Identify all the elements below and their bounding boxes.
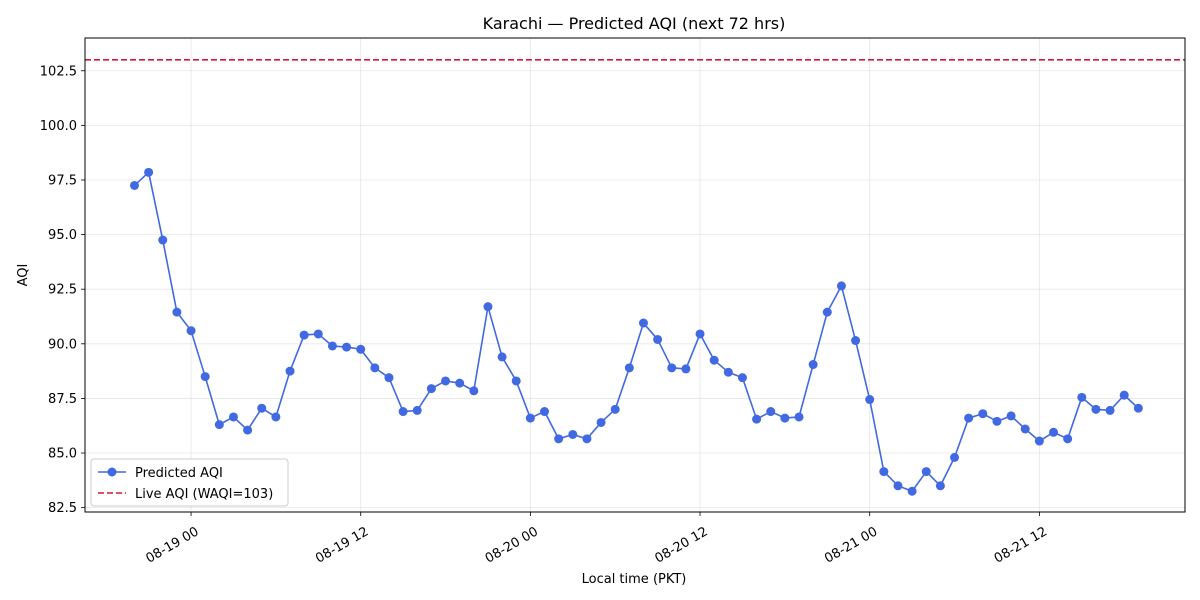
predicted-aqi-point — [342, 342, 352, 352]
predicted-aqi-point — [851, 336, 861, 346]
predicted-aqi-point — [1119, 390, 1129, 400]
predicted-aqi-point — [1020, 424, 1030, 434]
predicted-aqi-point — [638, 318, 648, 328]
predicted-aqi-point — [129, 180, 139, 190]
y-tick-label: 95.0 — [48, 228, 77, 243]
predicted-aqi-point — [172, 307, 182, 317]
predicted-aqi-point — [469, 386, 479, 396]
predicted-aqi-point — [214, 420, 224, 430]
y-tick-label: 90.0 — [48, 337, 77, 352]
predicted-aqi-point — [554, 434, 564, 444]
predicted-aqi-point — [935, 481, 945, 491]
predicted-aqi-point — [582, 434, 592, 444]
predicted-aqi-point — [243, 425, 253, 435]
legend-predicted-label: Predicted AQI — [135, 466, 223, 481]
predicted-aqi-point — [992, 416, 1002, 426]
predicted-aqi-point — [822, 307, 832, 317]
predicted-aqi-point — [356, 344, 366, 354]
predicted-aqi-point — [540, 407, 550, 417]
predicted-aqi-point — [483, 302, 493, 312]
predicted-aqi-point — [596, 417, 606, 427]
y-tick-label: 97.5 — [48, 173, 77, 188]
grid — [85, 38, 1185, 512]
predicted-aqi-point — [978, 409, 988, 419]
predicted-aqi-point — [893, 481, 903, 491]
predicted-aqi-point — [1006, 411, 1016, 421]
predicted-aqi-point — [766, 407, 776, 417]
predicted-aqi-point — [667, 363, 677, 373]
predicted-aqi-point — [780, 413, 790, 423]
legend-live-label: Live AQI (WAQI=103) — [135, 487, 273, 502]
predicted-aqi-point — [1105, 405, 1115, 415]
predicted-aqi-point — [1049, 427, 1059, 437]
predicted-aqi-point — [158, 235, 168, 245]
plot-frame — [84, 37, 1186, 513]
legend-predicted-marker — [107, 467, 117, 477]
predicted-aqi-point — [299, 330, 309, 340]
predicted-aqi-point — [228, 412, 238, 422]
predicted-aqi-point — [879, 467, 889, 477]
predicted-aqi-point — [950, 452, 960, 462]
y-axis-label: AQI — [16, 264, 31, 287]
y-tick-label: 100.0 — [40, 119, 77, 134]
chart-title: Karachi — Predicted AQI (next 72 hrs) — [483, 14, 786, 33]
predicted-aqi-point — [525, 413, 535, 423]
predicted-aqi-point — [200, 372, 210, 382]
predicted-aqi-point — [794, 412, 804, 422]
predicted-aqi-point — [441, 376, 451, 386]
predicted-aqi-point — [737, 373, 747, 383]
predicted-aqi-point — [455, 378, 465, 388]
predicted-aqi-point — [398, 407, 408, 417]
predicted-aqi-point — [285, 366, 295, 376]
predicted-aqi-point — [921, 467, 931, 477]
predicted-aqi-point — [752, 414, 762, 424]
predicted-aqi-point — [426, 384, 436, 394]
predicted-aqi-point — [370, 363, 380, 373]
predicted-aqi-point — [808, 360, 818, 370]
predicted-aqi-point — [186, 326, 196, 336]
predicted-aqi-point — [836, 281, 846, 291]
predicted-aqi-point — [624, 363, 634, 373]
predicted-aqi-point — [144, 167, 154, 177]
y-axis-ticks: 82.5 85.0 87.5 90.0 92.5 95.0 97.5 100.0 102.5 — [40, 64, 85, 516]
y-tick-label: 87.5 — [48, 392, 77, 407]
predicted-aqi-series — [129, 167, 1143, 496]
predicted-aqi-point — [695, 329, 705, 339]
predicted-aqi-point — [1091, 404, 1101, 414]
predicted-aqi-point — [497, 352, 507, 362]
predicted-aqi-point — [964, 413, 974, 423]
predicted-aqi-point — [271, 412, 281, 422]
predicted-aqi-point — [1077, 392, 1087, 402]
predicted-aqi-point — [709, 355, 719, 365]
predicted-aqi-point — [681, 364, 691, 374]
predicted-aqi-point — [384, 373, 394, 383]
predicted-aqi-point — [653, 334, 663, 344]
predicted-aqi-point — [313, 329, 323, 339]
predicted-aqi-point — [511, 376, 521, 386]
y-tick-label: 92.5 — [48, 283, 77, 298]
legend: Predicted AQI Live AQI (WAQI=103) — [90, 458, 289, 507]
predicted-aqi-point — [412, 405, 422, 415]
predicted-aqi-point — [723, 367, 733, 377]
predicted-aqi-point — [610, 404, 620, 414]
predicted-aqi-point — [327, 341, 337, 351]
predicted-aqi-point — [1133, 403, 1143, 413]
predicted-aqi-point — [1063, 434, 1073, 444]
predicted-aqi-point — [1034, 436, 1044, 446]
y-tick-label: 102.5 — [40, 64, 77, 79]
predicted-aqi-point — [568, 429, 578, 439]
x-axis-label: Local time (PKT) — [582, 572, 687, 587]
legend-box — [90, 458, 289, 507]
predicted-aqi-point — [907, 486, 917, 496]
y-tick-label: 85.0 — [48, 447, 77, 462]
predicted-aqi-point — [865, 395, 875, 405]
predicted-aqi-point — [257, 403, 267, 413]
y-tick-label: 82.5 — [48, 501, 77, 516]
